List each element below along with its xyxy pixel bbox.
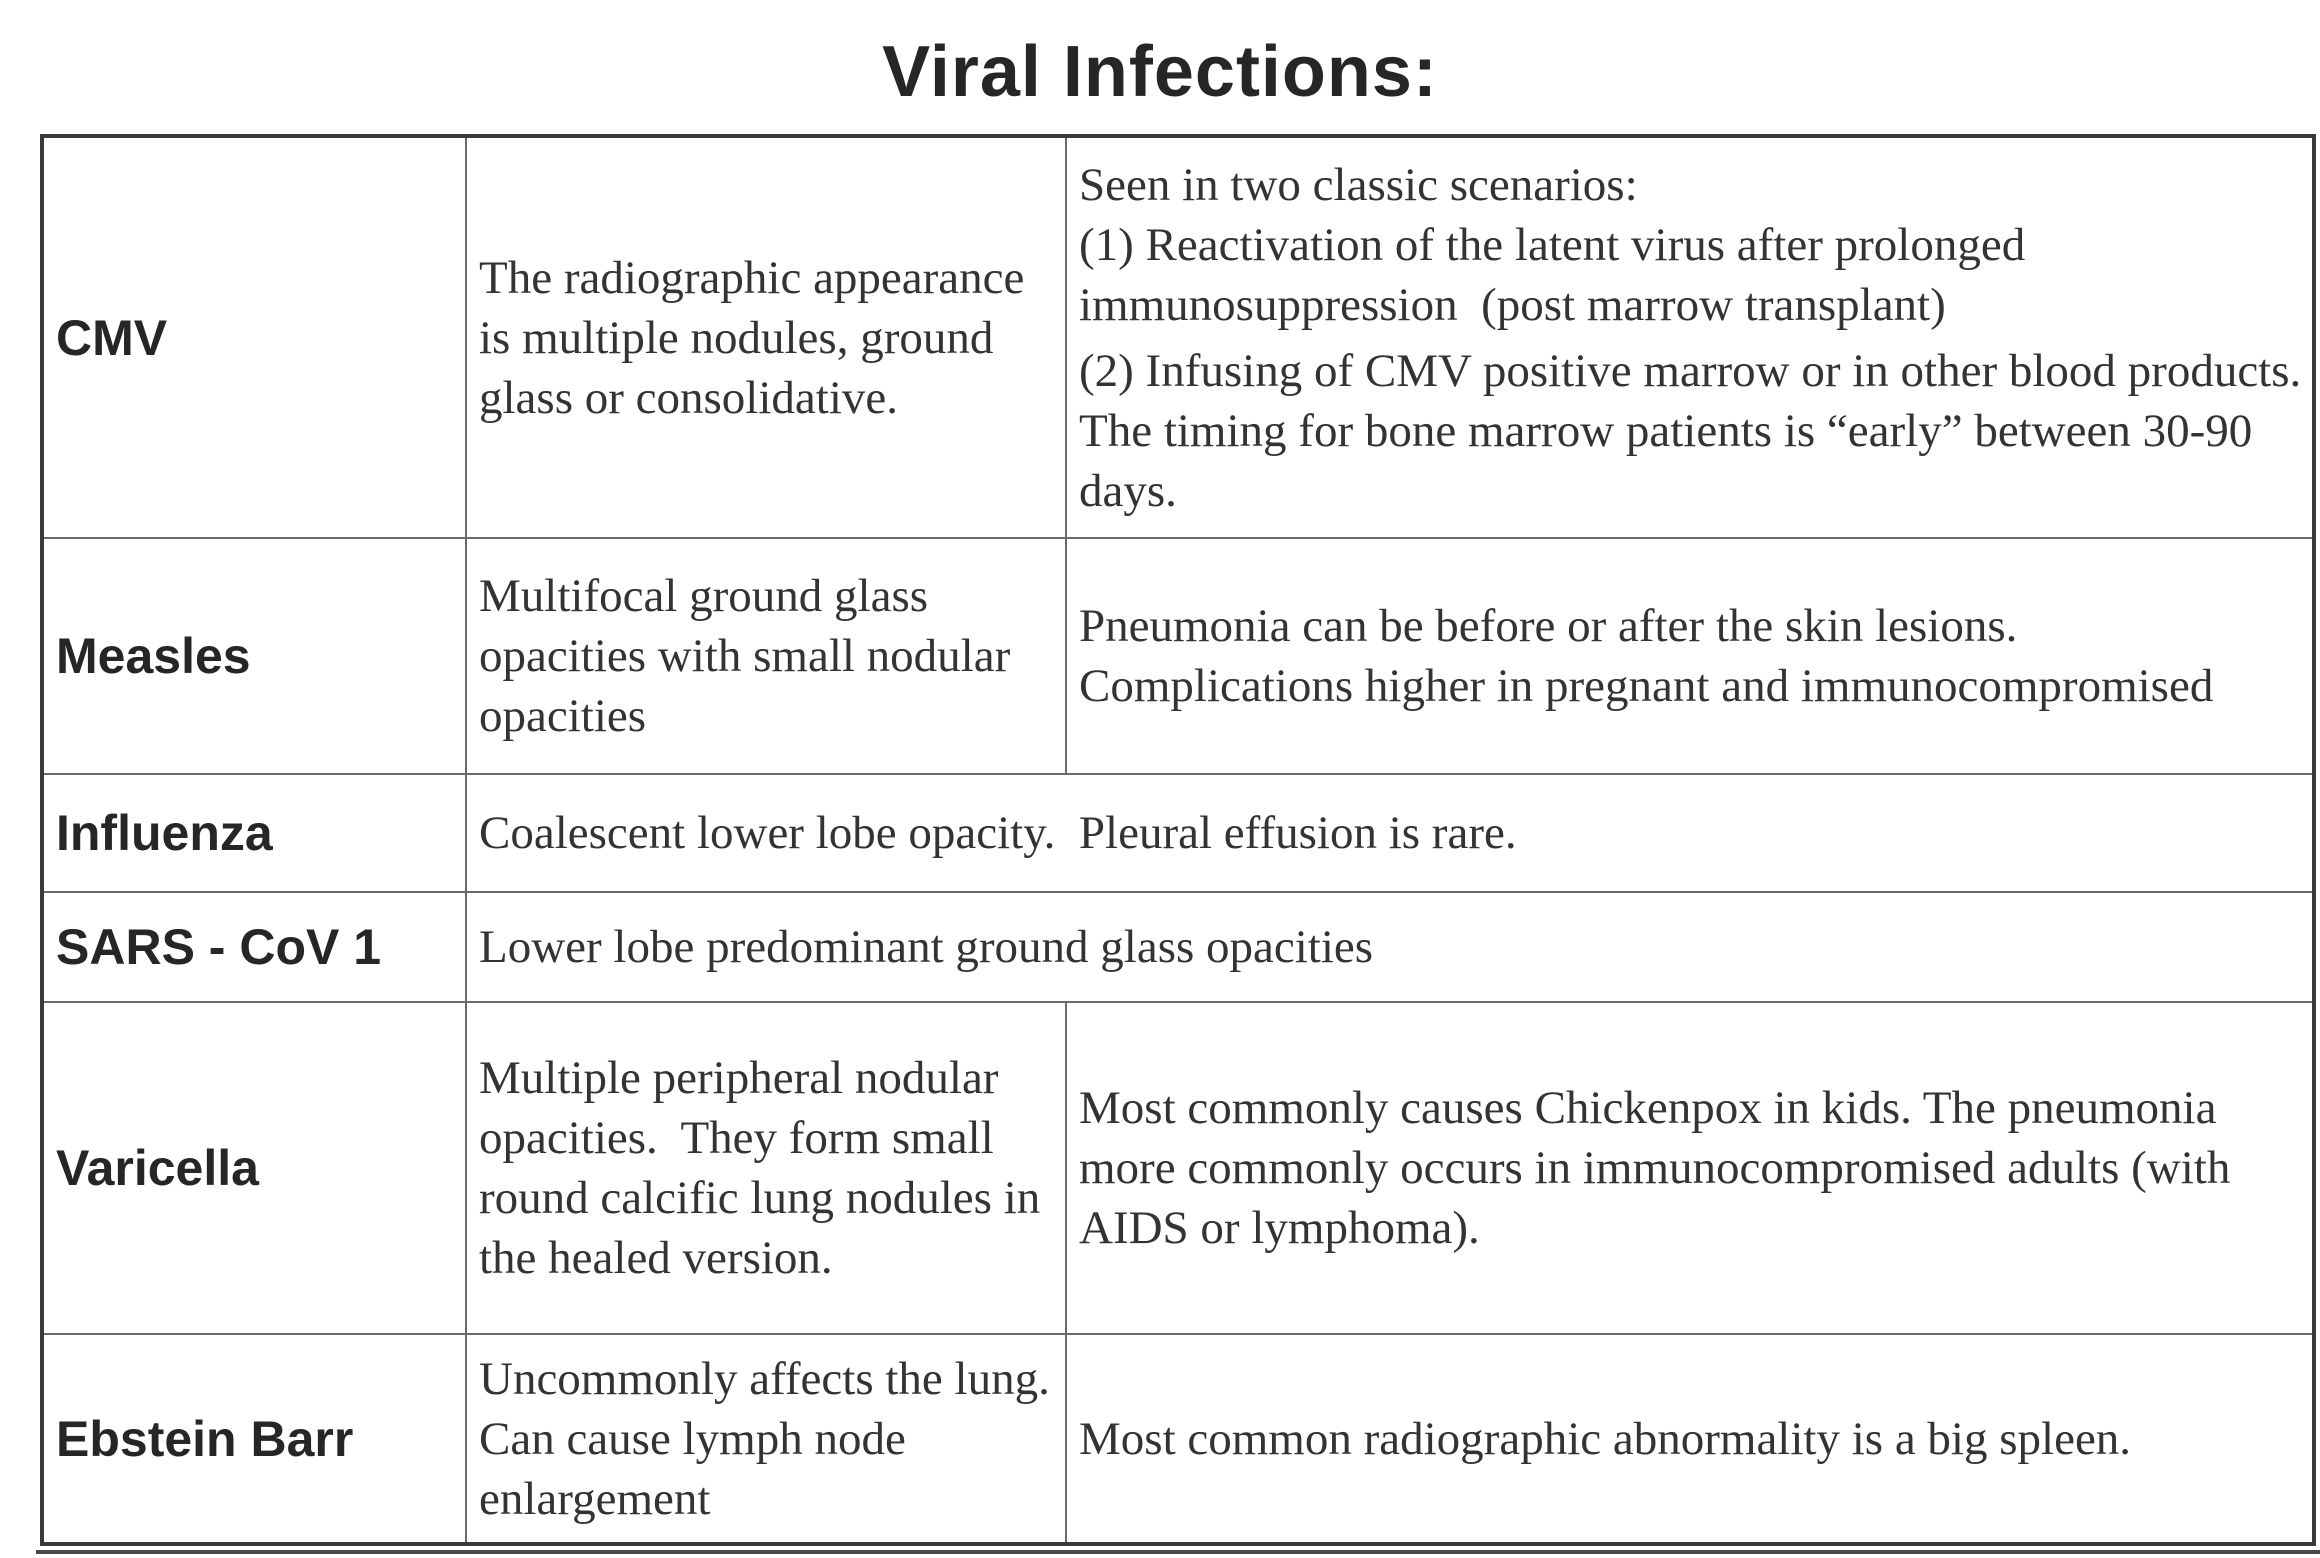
note-line: Seen in two classic scenarios:	[1079, 158, 1638, 211]
radiographic-description-cell: Lower lobe predominant ground glass opac…	[465, 891, 2312, 1003]
virus-name-cell: Ebstein Barr	[44, 1333, 467, 1542]
virus-name-cell: Measles	[44, 537, 467, 775]
table-row-sars-cov-1: SARS - CoV 1 Lower lobe predominant grou…	[44, 891, 2312, 1003]
clinical-notes-cell: Most common radiographic abnormality is …	[1065, 1333, 2312, 1542]
radiographic-description-cell: The radiographic appearance is multiple …	[465, 138, 1067, 539]
clinical-notes-cell: Seen in two classic scenarios: (1) React…	[1065, 138, 2312, 539]
table-row-ebstein-barr: Ebstein Barr Uncommonly affects the lung…	[44, 1333, 2312, 1542]
viral-infections-table: CMV The radiographic appearance is multi…	[40, 134, 2316, 1546]
page-title: Viral Infections:	[882, 32, 1438, 112]
table-row-cmv: CMV The radiographic appearance is multi…	[44, 138, 2312, 539]
bottom-rule	[36, 1550, 2320, 1554]
clinical-notes-cell: Pneumonia can be before or after the ski…	[1065, 537, 2312, 775]
table-row-influenza: Influenza Coalescent lower lobe opacity.…	[44, 773, 2312, 893]
radiographic-description-cell: Multifocal ground glass opacities with s…	[465, 537, 1067, 775]
table-row-varicella: Varicella Multiple peripheral nodular op…	[44, 1001, 2312, 1335]
virus-name-cell: Varicella	[44, 1001, 467, 1335]
radiographic-description-cell: Coalescent lower lobe opacity. Pleural e…	[465, 773, 2312, 893]
clinical-notes-cell: Most commonly causes Chickenpox in kids.…	[1065, 1001, 2312, 1335]
note-line: (1) Reactivation of the latent virus aft…	[1079, 218, 2037, 331]
radiographic-description-cell: Uncommonly affects the lung. Can cause l…	[465, 1333, 1067, 1542]
table-row-measles: Measles Multifocal ground glass opacitie…	[44, 537, 2312, 775]
virus-name-cell: Influenza	[44, 773, 467, 893]
note-line: (2) Infusing of CMV positive marrow or i…	[1079, 344, 2302, 517]
radiographic-description-cell: Multiple peripheral nodular opacities. T…	[465, 1001, 1067, 1335]
virus-name-cell: CMV	[44, 138, 467, 539]
virus-name-cell: SARS - CoV 1	[44, 891, 467, 1003]
